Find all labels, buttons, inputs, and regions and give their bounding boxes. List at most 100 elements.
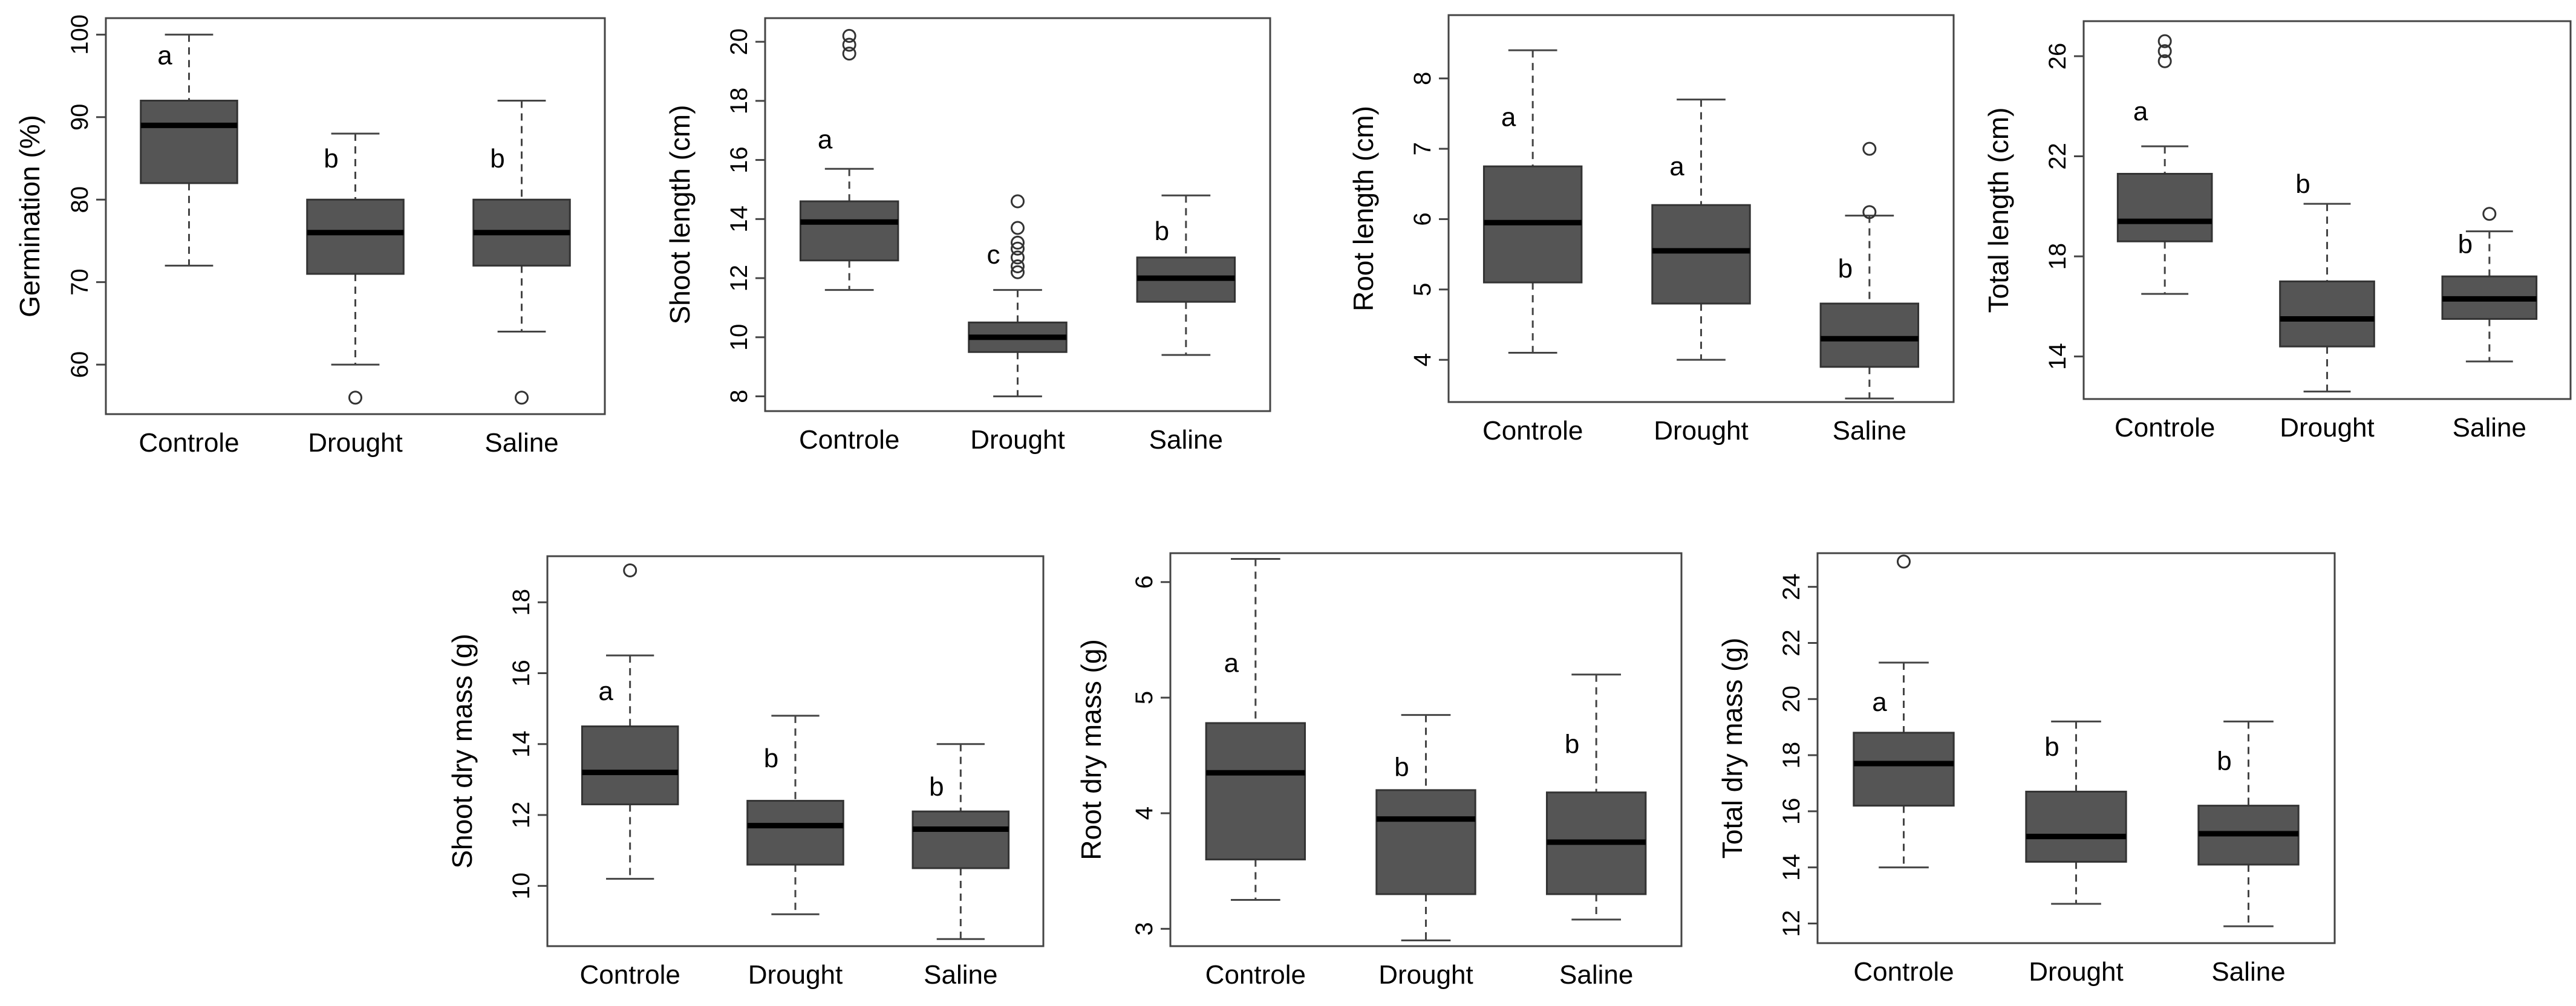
significance-letter: c [987,240,1000,270]
y-tick-label: 14 [508,731,535,758]
significance-letter: b [1155,216,1169,246]
y-axis-label: Shoot length (cm) [664,105,696,324]
y-tick-label: 18 [726,88,752,115]
boxplot-panel: 10 12 14 16 18 Shoot dry mass (g) Controle Drou… [446,555,1045,990]
x-tick-label: Saline [2453,413,2526,443]
outlier-point [2482,207,2497,221]
box-group [306,132,405,405]
outlier-point [348,391,362,405]
x-tick-label: Saline [1833,416,1906,446]
significance-letter: b [2295,169,2310,199]
outlier-point [1011,194,1025,209]
iqr-box [799,200,899,262]
box-group [1853,554,1955,869]
iqr-box [1853,732,1955,807]
plot-frame [1169,552,1683,947]
box-group [1375,714,1476,941]
significance-letter: a [1669,152,1684,181]
iqr-box [1651,204,1751,305]
outlier-point [2157,44,2172,59]
box-group [746,715,844,915]
box-group [1482,49,1583,354]
y-tick-label: 4 [1409,353,1436,366]
outlier-point [1011,259,1025,274]
outlier-point [842,47,856,61]
x-tick-label: Saline [1559,960,1633,990]
y-tick-label: 20 [726,28,752,56]
iqr-box [2279,280,2375,348]
iqr-box [1819,302,1920,368]
significance-letter: b [324,144,338,174]
y-axis-label: Root dry mass (g) [1075,639,1107,860]
y-tick-label: 10 [726,324,752,351]
y-tick-label: 22 [2044,143,2071,170]
box-group [2116,34,2213,295]
iqr-box [2116,172,2213,242]
outlier-point [1011,250,1025,265]
y-tick-label: 16 [508,660,535,687]
x-tick-label: Controle [799,425,899,455]
outlier-point [2157,54,2172,68]
x-tick-label: Saline [924,960,997,990]
x-tick-label: Drought [308,428,403,458]
y-tick-label: 7 [1409,142,1436,155]
y-tick-label: 14 [726,206,752,233]
outlier-point [1011,265,1025,279]
box-group [799,28,899,291]
iqr-box [581,725,679,805]
iqr-box [911,810,1010,869]
significance-letter: b [1838,254,1853,284]
significance-letter: b [1394,753,1409,782]
significance-letter: a [1224,649,1239,678]
significance-letter: b [2458,229,2473,259]
outlier-point [515,391,529,405]
iqr-box [746,800,844,866]
y-tick-label: 90 [67,104,93,131]
box-group [1205,558,1306,901]
outlier-point [1862,141,1877,156]
outlier-point [623,563,637,577]
iqr-box [306,198,405,275]
y-tick-label: 3 [1131,922,1158,935]
y-tick-label: 5 [1409,283,1436,296]
y-tick-label: 14 [2044,343,2071,370]
iqr-box [140,99,238,184]
box-group [1545,673,1647,921]
outlier-point [1011,221,1025,235]
y-tick-label: 6 [1131,576,1158,589]
box-group [1651,99,1751,361]
y-tick-label: 12 [508,802,535,829]
y-axis-label: Germination (%) [14,115,45,317]
plot-frame [105,17,606,415]
y-tick-label: 80 [67,186,93,213]
outlier-point [842,28,856,43]
y-axis-label: Shoot dry mass (g) [446,634,478,869]
iqr-box [1205,722,1306,861]
y-tick-label: 18 [1778,742,1805,769]
y-tick-label: 12 [1778,910,1805,937]
significance-letter: a [818,125,833,154]
outlier-point [2157,34,2172,48]
significance-letter: b [2217,746,2231,776]
plot-frame [764,17,1271,412]
x-tick-label: Drought [970,425,1065,455]
box-group [1819,141,1920,400]
outlier-point [842,37,856,52]
outlier-point [1011,235,1025,250]
y-tick-label: 18 [508,589,535,616]
significance-letter: b [764,744,778,773]
y-tick-label: 100 [67,15,93,55]
significance-letter: b [929,772,944,802]
box-group [968,194,1068,398]
box-group [911,743,1010,940]
y-tick-label: 14 [1778,854,1805,881]
box-group [2197,720,2300,927]
box-group [581,563,679,880]
plot-frame [1447,14,1955,403]
box-group [472,99,571,405]
y-tick-label: 8 [726,389,752,403]
significance-letter: b [2044,732,2059,762]
y-axis-label: Total length (cm) [1983,107,2014,313]
y-axis-label: Root length (cm) [1348,106,1379,311]
